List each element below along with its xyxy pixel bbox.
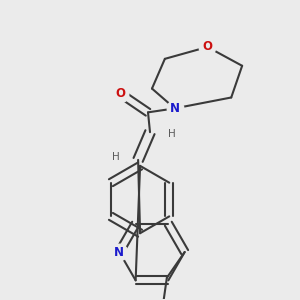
Text: O: O <box>115 87 125 100</box>
Text: N: N <box>170 102 180 115</box>
Text: H: H <box>168 129 176 139</box>
Text: H: H <box>112 152 120 162</box>
Text: N: N <box>114 245 124 259</box>
Text: O: O <box>202 40 212 53</box>
